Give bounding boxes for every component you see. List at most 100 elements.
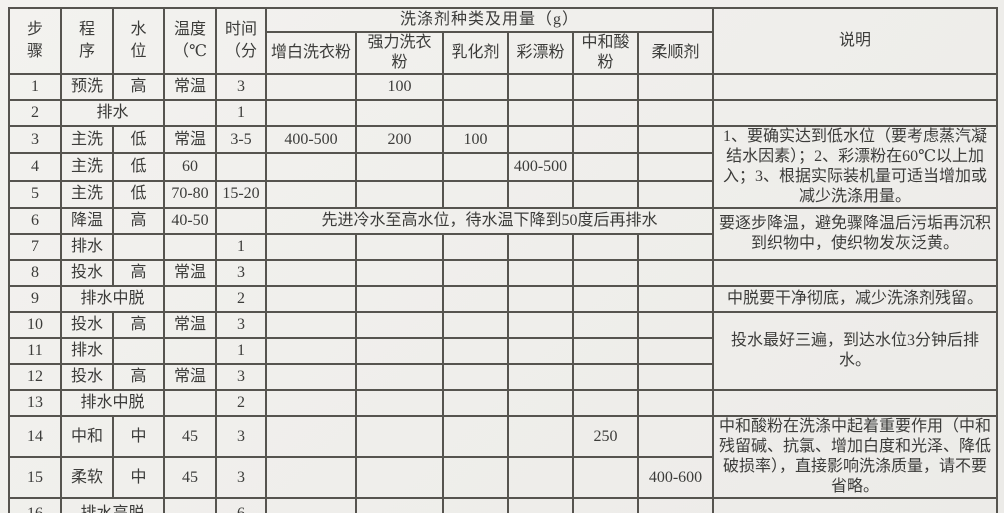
table-row: 12 投水 高 常温 3 <box>8 363 997 391</box>
temperature-cell <box>163 389 217 417</box>
program-cell: 柔软 <box>60 456 114 499</box>
table-row: 10 投水 高 常温 3 投水最好三遍，到达水位3分钟后排水。 <box>8 311 999 391</box>
header-time-line1: 时间 <box>224 21 257 39</box>
program-cell: 排水中脱 <box>60 285 165 313</box>
header-softener: 柔顺剂 <box>636 31 715 75</box>
detergent-cell: 100 <box>355 73 444 101</box>
step-cell: 9 <box>8 285 62 313</box>
temperature-cell: 45 <box>163 456 217 499</box>
time-cell <box>215 207 267 235</box>
temperature-cell <box>163 497 217 513</box>
temperature-cell: 常温 <box>163 311 217 339</box>
detergent-cell <box>572 124 639 155</box>
step-cell: 8 <box>8 259 62 287</box>
notes-cell: 中和酸粉在洗涤中起着重要作用（中和残留碱、抗氯、增加白度和光泽、降低破损率），直… <box>712 415 999 499</box>
water-level-cell: 低 <box>112 124 165 155</box>
program-cell: 投水 <box>60 311 114 339</box>
detergent-cell <box>572 259 639 287</box>
detergent-cell: 400-500 <box>507 152 574 182</box>
detergent-cell <box>355 285 444 313</box>
header-row-2: 增白洗衣粉 强力洗衣粉 乳化剂 彩漂粉 中和酸粉 柔顺剂 <box>9 31 997 75</box>
detergent-cell <box>265 311 357 339</box>
program-cell: 中和 <box>60 415 114 458</box>
step-cell: 15 <box>8 456 62 499</box>
detergent-cell <box>636 233 715 261</box>
time-cell: 15-20 <box>215 179 267 210</box>
detergent-cell <box>265 179 357 210</box>
water-level-cell: 中 <box>112 456 165 499</box>
temperature-cell: 60 <box>163 152 217 182</box>
step-cell: 16 <box>8 497 62 513</box>
temperature-cell: 常温 <box>163 73 217 101</box>
detergent-cell <box>265 337 357 365</box>
detergent-cell <box>355 233 444 261</box>
notes-cell <box>712 73 999 101</box>
detergent-cell <box>355 259 444 287</box>
header-step: 步骤 <box>8 7 62 75</box>
detergent-cell <box>442 363 509 391</box>
detergent-cell <box>507 337 574 365</box>
water-level-cell: 高 <box>112 73 165 101</box>
table-row: 16 排水高脱 6 <box>8 497 999 513</box>
step-cell: 12 <box>8 363 62 391</box>
detergent-cell <box>265 152 357 182</box>
detergent-cell <box>636 415 715 458</box>
time-cell: 3 <box>215 311 267 339</box>
table-row: 1 预洗 高 常温 3 100 <box>8 73 999 101</box>
water-level-cell: 低 <box>112 152 165 182</box>
header-water-line1: 水 <box>130 21 147 39</box>
detergent-cell <box>355 311 444 339</box>
detergent-cell <box>355 389 444 417</box>
detergent-cell <box>636 389 715 417</box>
detergent-cell <box>265 456 357 499</box>
table-row: 14 中和 中 45 3 250 中和酸粉在洗涤中起着重要作用（中和残留碱、抗氯… <box>8 415 999 499</box>
program-cell: 投水 <box>60 363 114 391</box>
program-cell: 排水 <box>60 233 114 261</box>
notes-cell <box>712 259 999 287</box>
detergent-cell <box>265 99 357 127</box>
detergent-cell <box>507 285 574 313</box>
step-cell: 7 <box>8 233 62 261</box>
detergent-cell <box>442 311 509 339</box>
detergent-cell <box>442 152 509 182</box>
detergent-cell <box>572 311 639 339</box>
detergent-cell <box>265 259 357 287</box>
temperature-cell <box>163 285 217 313</box>
header-temp-line2: （℃ <box>173 43 207 60</box>
program-cell: 投水 <box>60 259 114 287</box>
program-cell: 主洗 <box>60 152 114 182</box>
wash-procedure-table: 步骤 程序 水位 温度 （℃ 时间 （分 洗涤剂种类及用量（g） 说明 增白洗衣粉 <box>8 7 999 513</box>
detergent-cell <box>265 285 357 313</box>
detergent-cell <box>636 259 715 287</box>
header-time: 时间 （分 <box>215 7 267 75</box>
detergent-cell <box>442 389 509 417</box>
detergent-cell <box>355 179 444 210</box>
step-cell: 11 <box>8 337 62 365</box>
step-cell: 5 <box>8 179 62 210</box>
time-cell: 2 <box>215 285 267 313</box>
detergent-cell <box>355 456 444 499</box>
table-row: 11 排水 1 <box>8 337 997 365</box>
detergent-cell: 先进冷水至高水位，待水温下降到50度后再排水 <box>264 207 715 235</box>
time-cell: 1 <box>215 337 267 365</box>
table-row: 13 排水中脱 2 <box>8 389 999 417</box>
detergent-cell <box>265 233 357 261</box>
detergent-cell <box>636 497 715 513</box>
water-level-cell <box>112 337 165 365</box>
detergent-cell <box>507 389 574 417</box>
time-cell: 3 <box>215 415 267 458</box>
detergent-cell <box>265 497 357 513</box>
step-cell: 6 <box>8 207 62 235</box>
detergent-cell <box>572 389 639 417</box>
temperature-cell <box>163 337 217 365</box>
table-row: 15 柔软 中 45 3 400-600 <box>8 456 997 499</box>
program-cell: 主洗 <box>60 179 114 210</box>
water-level-cell: 低 <box>112 179 165 210</box>
detergent-cell <box>442 456 509 499</box>
step-cell: 13 <box>8 389 62 417</box>
detergent-cell <box>442 99 509 127</box>
step-cell: 14 <box>8 415 62 458</box>
detergent-cell <box>507 311 574 339</box>
detergent-cell: 250 <box>572 415 639 458</box>
